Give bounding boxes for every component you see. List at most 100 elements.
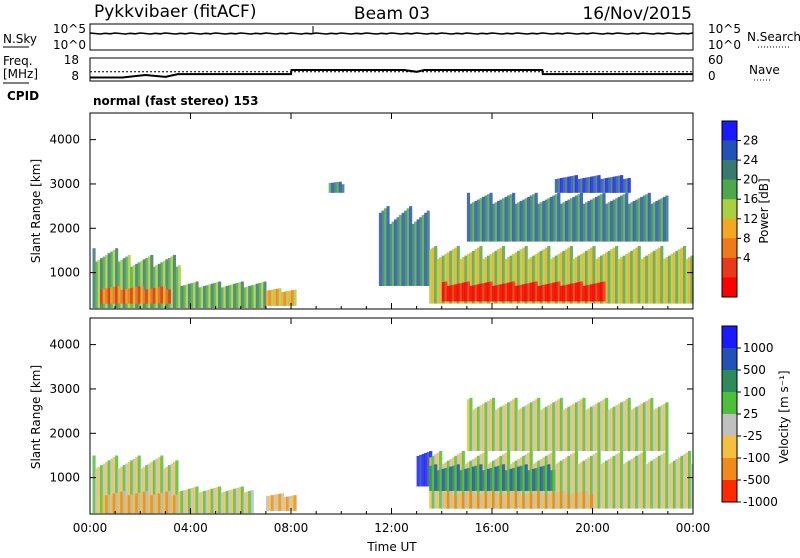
data-cell xyxy=(281,292,285,306)
data-cell xyxy=(562,250,566,304)
data-cell xyxy=(567,284,571,302)
data-cell xyxy=(507,282,511,302)
data-cell xyxy=(190,488,194,514)
data-cell xyxy=(650,203,654,242)
data-cell xyxy=(549,493,553,509)
data-cell xyxy=(645,463,649,509)
data-cell xyxy=(210,283,214,309)
data-cell xyxy=(170,495,174,514)
data-cell xyxy=(459,493,463,509)
data-cell xyxy=(564,249,568,304)
data-cell xyxy=(527,403,531,451)
data-cell xyxy=(137,286,141,304)
data-cell xyxy=(110,494,114,514)
data-cell xyxy=(670,462,674,509)
data-cell xyxy=(567,406,571,451)
colorbar-frame xyxy=(721,120,738,298)
data-cell xyxy=(185,284,189,309)
data-cell xyxy=(195,281,199,309)
data-cell xyxy=(630,250,634,304)
data-cell xyxy=(512,399,516,451)
data-cell xyxy=(582,397,586,451)
data-cell xyxy=(527,258,531,304)
data-cell xyxy=(547,493,551,509)
data-cell xyxy=(459,283,463,302)
data-cell xyxy=(439,257,443,304)
data-cell xyxy=(411,223,415,286)
noise-panel: N.Sky 10^5 10^0 10^5 10^0 N.Search xyxy=(3,22,800,52)
data-cell xyxy=(630,409,634,451)
data-cell xyxy=(215,282,219,309)
data-cell xyxy=(680,455,684,509)
data-cell xyxy=(105,495,109,514)
data-cell xyxy=(479,493,483,509)
data-cell xyxy=(115,492,119,514)
data-cell xyxy=(502,198,506,242)
data-cell xyxy=(142,491,146,514)
data-cell xyxy=(640,452,644,509)
data-cell xyxy=(602,254,606,304)
data-cell xyxy=(228,285,232,309)
data-cell xyxy=(145,289,149,304)
data-cell xyxy=(652,250,656,304)
data-cell xyxy=(183,285,187,309)
data-cell xyxy=(539,409,543,451)
data-cell xyxy=(127,288,131,304)
data-cell xyxy=(336,182,340,193)
data-cell xyxy=(582,491,586,509)
power-data-layer xyxy=(92,175,694,309)
data-cell xyxy=(155,265,159,309)
data-cell xyxy=(517,409,521,451)
data-cell xyxy=(341,184,345,193)
data-cell xyxy=(135,457,139,514)
data-cell xyxy=(672,460,676,509)
data-cell xyxy=(238,487,242,514)
data-cell xyxy=(529,492,533,509)
data-cell xyxy=(590,199,594,242)
data-cell xyxy=(625,254,629,304)
data-cell xyxy=(492,467,496,491)
data-cell xyxy=(499,247,503,304)
data-cell xyxy=(504,283,508,302)
data-cell xyxy=(572,175,576,193)
data-cell xyxy=(127,495,131,514)
data-cell xyxy=(685,258,689,304)
power-yticks: 4000 3000 2000 1000 xyxy=(49,133,693,280)
data-cell xyxy=(615,176,619,193)
data-cell xyxy=(547,464,551,491)
data-cell xyxy=(441,255,445,304)
data-cell xyxy=(481,493,485,509)
data-cell xyxy=(497,494,501,509)
data-cell xyxy=(602,399,606,451)
data-cell xyxy=(610,249,614,304)
data-cell xyxy=(112,493,116,514)
data-cell xyxy=(235,488,239,514)
data-cell xyxy=(220,287,224,309)
data-cell xyxy=(97,259,101,309)
data-cell xyxy=(469,491,473,509)
data-cell xyxy=(532,492,536,509)
data-cell xyxy=(532,400,536,452)
data-cell xyxy=(504,470,508,491)
data-cell xyxy=(293,289,297,306)
data-cell xyxy=(142,289,146,304)
data-cell xyxy=(198,492,202,514)
data-cell xyxy=(494,466,498,491)
colorbar-segment xyxy=(722,179,737,200)
data-cell xyxy=(509,194,513,242)
data-cell xyxy=(605,460,609,509)
data-cell xyxy=(605,397,609,451)
data-cell xyxy=(667,463,671,509)
data-cell xyxy=(509,255,513,304)
data-cell xyxy=(522,406,526,451)
data-cell xyxy=(235,283,239,309)
data-cell xyxy=(188,488,192,514)
data-cell xyxy=(564,200,568,242)
data-cell xyxy=(107,494,111,514)
data-cell xyxy=(484,492,488,509)
date-title: 16/Nov/2015 xyxy=(582,4,692,24)
data-cell xyxy=(607,177,611,193)
y-tick-label: 2000 xyxy=(49,426,80,440)
data-cell xyxy=(481,196,485,242)
data-cell xyxy=(451,284,455,302)
